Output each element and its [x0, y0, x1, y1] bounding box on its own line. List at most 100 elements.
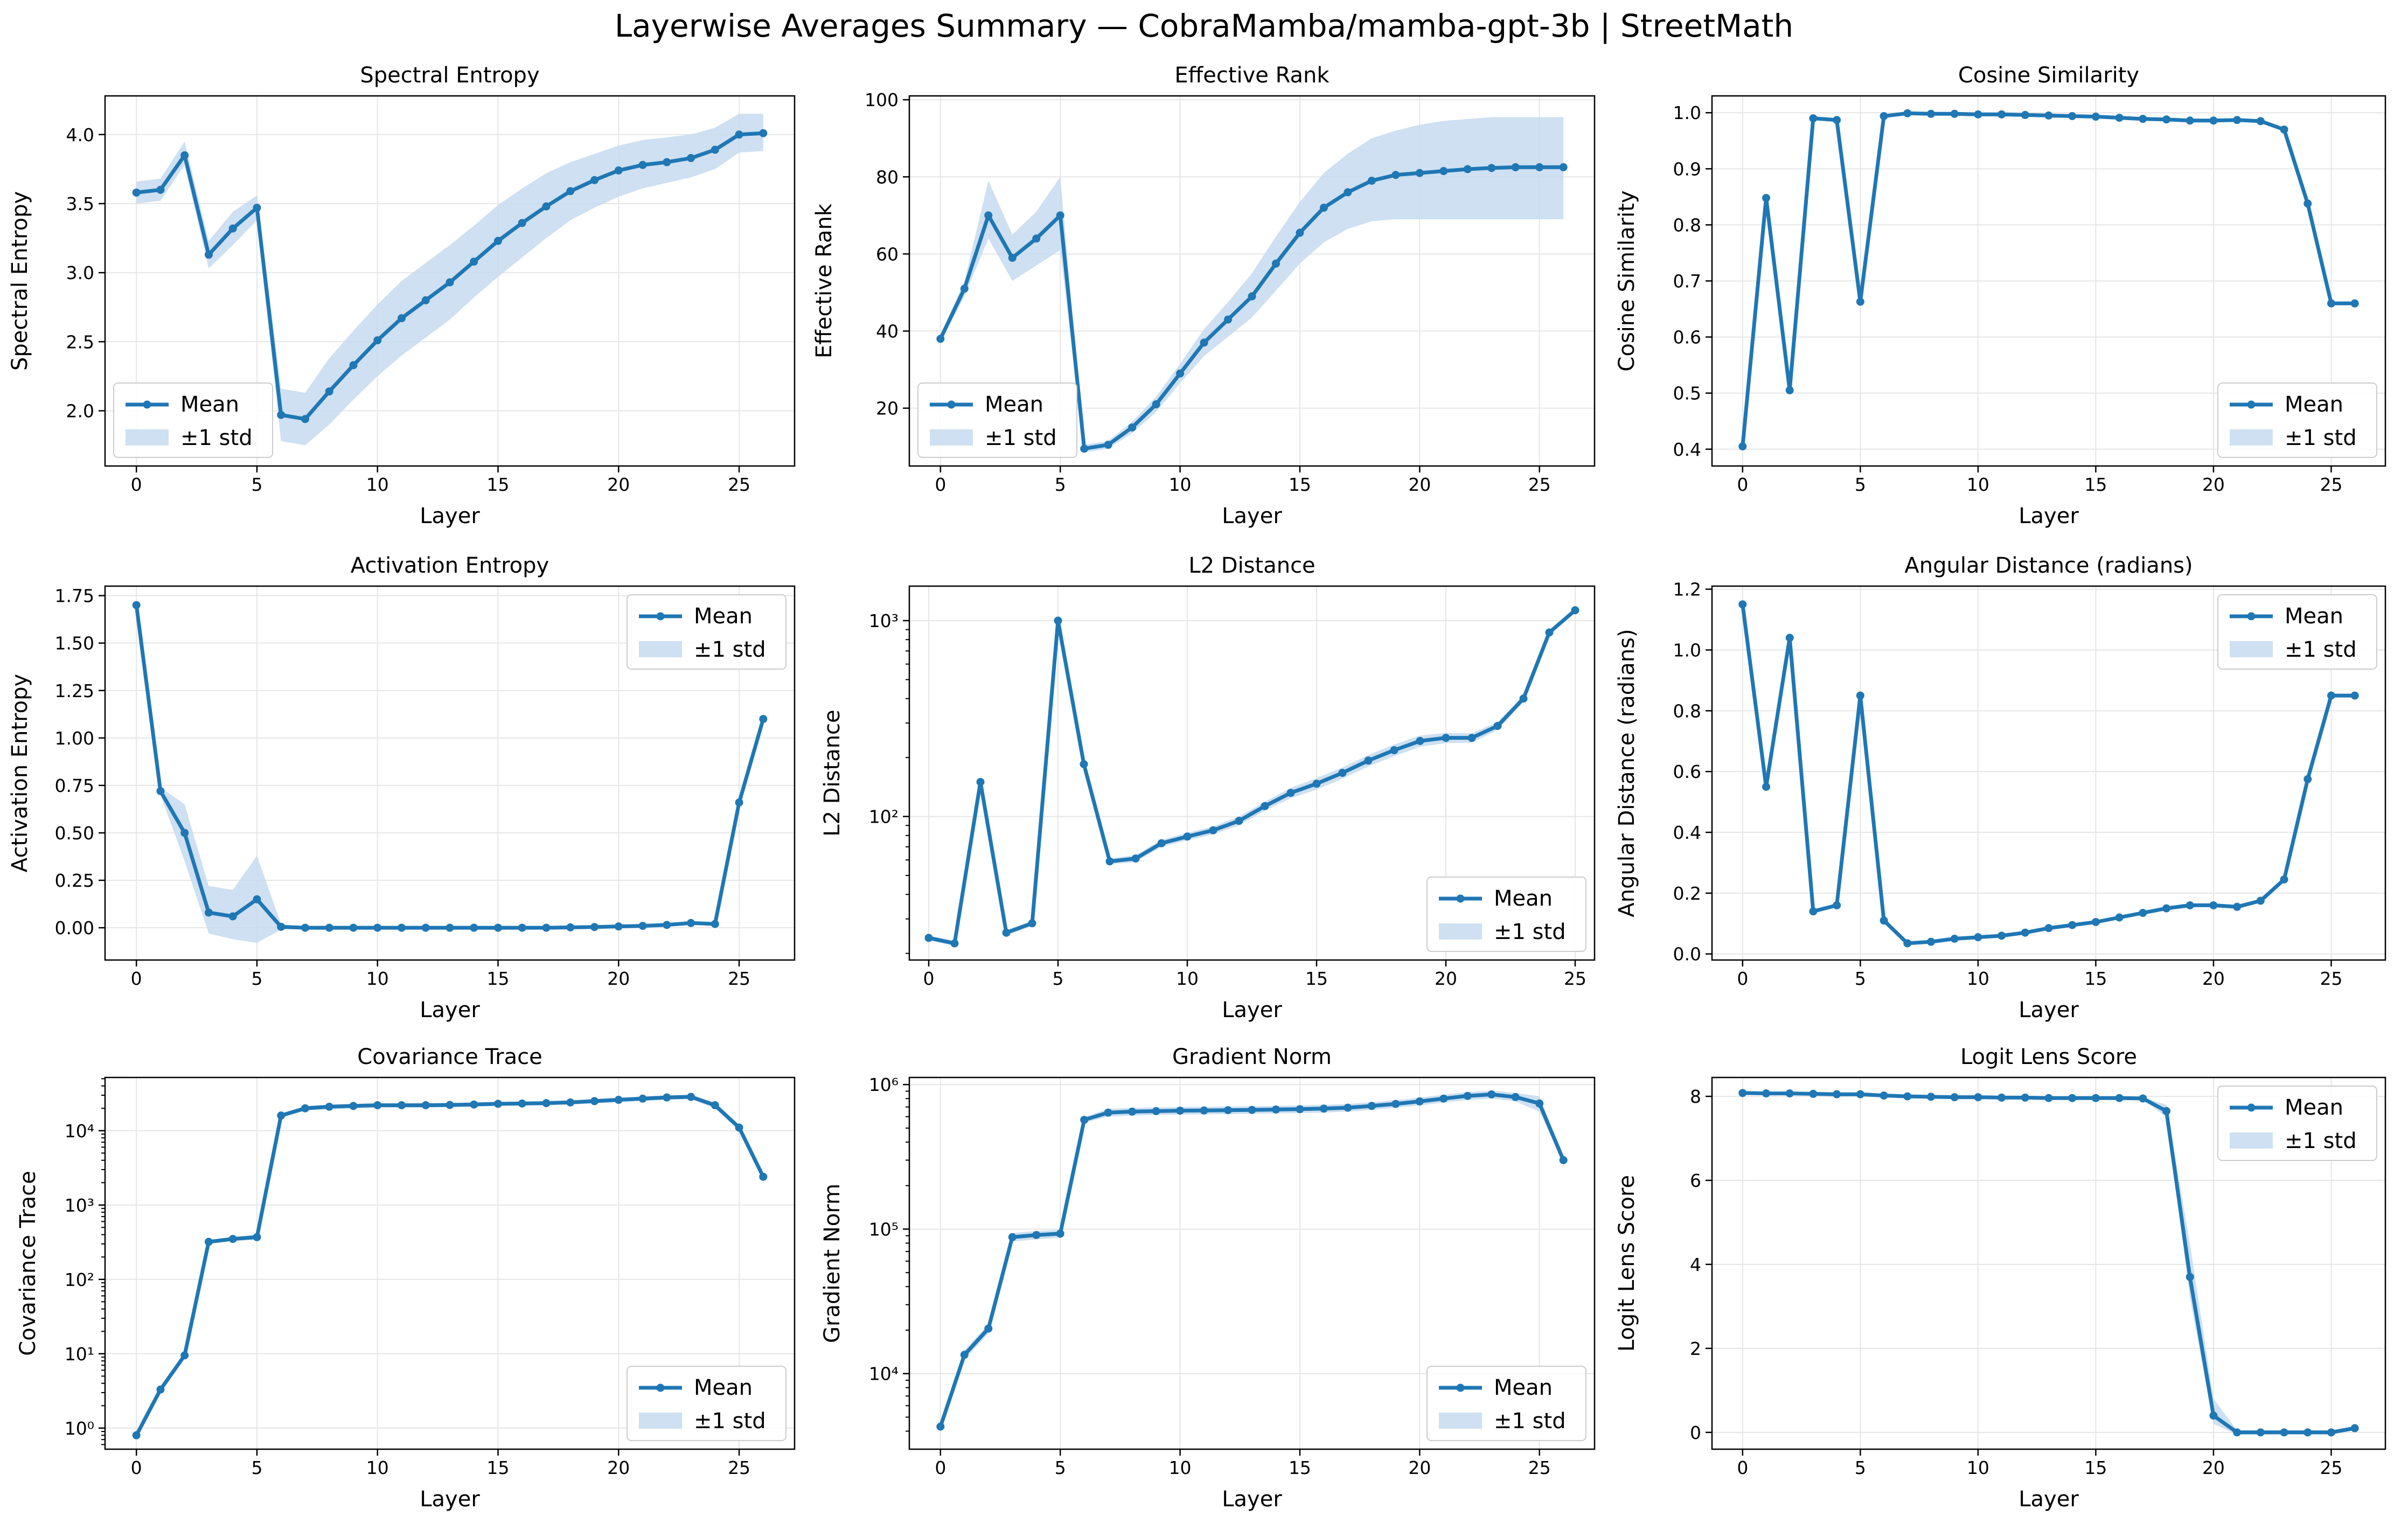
- y-tick-label: 8: [1690, 1086, 1701, 1107]
- mean-point: [1008, 1233, 1017, 1241]
- panel-cosine-similarity: 0 5 10 15 20 25 0.4 0.5 0.6 0.7 0.8 0.9 1.0 Cosine Si…: [1614, 63, 2386, 528]
- panel-title: Gradient Norm: [1172, 1045, 1332, 1069]
- mean-point: [1261, 802, 1269, 810]
- mean-point: [1176, 369, 1185, 378]
- x-tick-label: 5: [251, 1457, 262, 1478]
- mean-point: [1856, 691, 1864, 700]
- mean-point: [2350, 691, 2359, 700]
- mean-point: [1296, 1105, 1304, 1114]
- x-tick-label: 15: [487, 968, 510, 989]
- legend-mean-label: Mean: [985, 392, 1043, 417]
- mean-point: [1950, 935, 1959, 943]
- mean-point: [470, 923, 478, 932]
- mean-point: [566, 923, 575, 931]
- y-tick-label: 0.7: [1673, 271, 1701, 292]
- mean-point: [1367, 1102, 1376, 1110]
- mean-point: [228, 1235, 237, 1243]
- mean-point: [1998, 931, 2006, 940]
- mean-point: [301, 1104, 309, 1112]
- x-axis-label: Layer: [420, 504, 480, 528]
- mean-point: [228, 912, 237, 921]
- panel-effective-rank: 0 5 10 15 20 25 20 40 60 80 100 Effective Rank Layer…: [812, 63, 1596, 528]
- panel-title: Angular Distance (radians): [1904, 553, 2193, 578]
- x-tick-label: 25: [1564, 968, 1586, 989]
- mean-point: [301, 415, 309, 423]
- legend-mean-marker: [947, 400, 956, 409]
- y-tick-label: 0.9: [1673, 158, 1701, 179]
- panel-angular-distance-radians: 0 5 10 15 20 25 0.0 0.2 0.4 0.6 0.8 1.0 1.2 Angular D…: [1614, 553, 2386, 1023]
- legend-mean-marker: [1456, 894, 1465, 903]
- mean-point: [590, 923, 599, 931]
- x-tick-label: 15: [1305, 968, 1328, 989]
- mean-point: [1467, 734, 1476, 742]
- axes-frame: [104, 95, 796, 467]
- mean-point: [2303, 1428, 2312, 1437]
- mean-point: [132, 1431, 141, 1439]
- mean-point: [180, 151, 189, 159]
- mean-point: [1785, 1089, 1794, 1098]
- legend-mean-marker: [143, 400, 151, 409]
- mean-point: [325, 923, 333, 932]
- x-tick-label: 20: [607, 1457, 630, 1478]
- mean-point: [2139, 115, 2147, 123]
- legend-mean-label: Mean: [1494, 1375, 1553, 1400]
- mean-point: [735, 798, 743, 807]
- mean-point: [1974, 1093, 1982, 1102]
- y-axis-label: Effective Rank: [812, 203, 837, 358]
- mean-point: [936, 1422, 945, 1431]
- x-tick-label: 5: [1855, 1457, 1866, 1478]
- mean-point: [2162, 1107, 2171, 1115]
- x-tick-label: 5: [1055, 474, 1066, 495]
- mean-point: [638, 922, 647, 930]
- legend: Mean ±1 std: [2217, 594, 2377, 670]
- mean-point: [542, 1099, 551, 1108]
- y-tick-label: 0.25: [55, 870, 94, 891]
- mean-point: [1391, 171, 1400, 179]
- mean-point: [446, 923, 454, 932]
- x-tick-label: 20: [2202, 968, 2225, 989]
- mean-point: [132, 188, 141, 197]
- x-tick-label: 20: [2202, 1457, 2225, 1478]
- y-tick-label: 1.25: [55, 680, 94, 701]
- mean-point: [1183, 832, 1192, 841]
- mean-point: [156, 1385, 165, 1394]
- mean-point: [2091, 113, 2100, 121]
- mean-point: [1391, 1100, 1400, 1108]
- mean-point: [204, 251, 213, 259]
- mean-point: [1738, 442, 1747, 451]
- x-tick-label: 5: [1055, 1457, 1066, 1478]
- mean-point: [1903, 939, 1912, 948]
- mean-point: [2068, 921, 2077, 929]
- mean-point: [1833, 901, 1841, 909]
- mean-point: [204, 908, 213, 917]
- mean-point: [2186, 901, 2194, 909]
- mean-point: [2091, 917, 2100, 926]
- y-tick-label: 10⁰: [65, 1418, 94, 1439]
- x-tick-label: 15: [487, 1457, 510, 1478]
- mean-point: [1296, 228, 1304, 237]
- mean-point: [397, 314, 406, 323]
- y-tick-label: 2: [1690, 1338, 1701, 1359]
- mean-point: [1319, 204, 1328, 212]
- y-tick-label: 0.8: [1673, 214, 1701, 235]
- mean-point: [1880, 1091, 1888, 1100]
- mean-point: [2021, 1093, 2029, 1102]
- y-tick-label: 10⁶: [869, 1074, 899, 1095]
- y-tick-label: 10³: [65, 1195, 94, 1216]
- y-tick-label: 1.0: [1673, 639, 1701, 660]
- mean-point: [1762, 1089, 1771, 1098]
- x-axis-label: Layer: [2019, 504, 2079, 528]
- mean-point: [759, 715, 768, 724]
- mean-point: [1974, 110, 1982, 119]
- mean-point: [2091, 1094, 2100, 1102]
- mean-point: [711, 1101, 719, 1110]
- mean-point: [421, 1101, 430, 1110]
- x-tick-label: 0: [935, 1457, 946, 1478]
- legend-std-label: ±1 std: [180, 426, 253, 450]
- mean-point: [518, 219, 526, 227]
- legend-std-swatch: [2230, 429, 2273, 446]
- mean-point: [960, 284, 969, 293]
- legend-std-swatch: [639, 1413, 682, 1429]
- y-tick-label: 60: [876, 244, 899, 265]
